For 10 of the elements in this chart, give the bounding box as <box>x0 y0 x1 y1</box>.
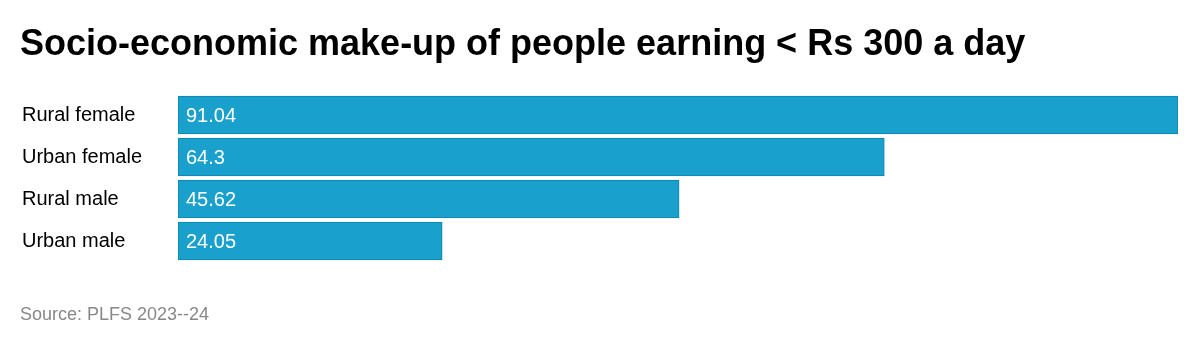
y-tick-label: Rural male <box>22 186 119 209</box>
data-label: 24.05 <box>186 229 237 252</box>
y-tick-label: Rural female <box>22 102 136 125</box>
y-tick-label: Urban male <box>22 228 126 251</box>
data-label: 64.3 <box>186 145 225 168</box>
source-note: Source: PLFS 2023--24 <box>20 304 210 325</box>
data-label: 45.62 <box>186 187 237 210</box>
chart-title: Socio-economic make-up of people earning < Rs 300 a day <box>20 22 1026 64</box>
y-tick-label: Urban female <box>22 144 143 167</box>
data-label: 91.04 <box>186 103 237 126</box>
